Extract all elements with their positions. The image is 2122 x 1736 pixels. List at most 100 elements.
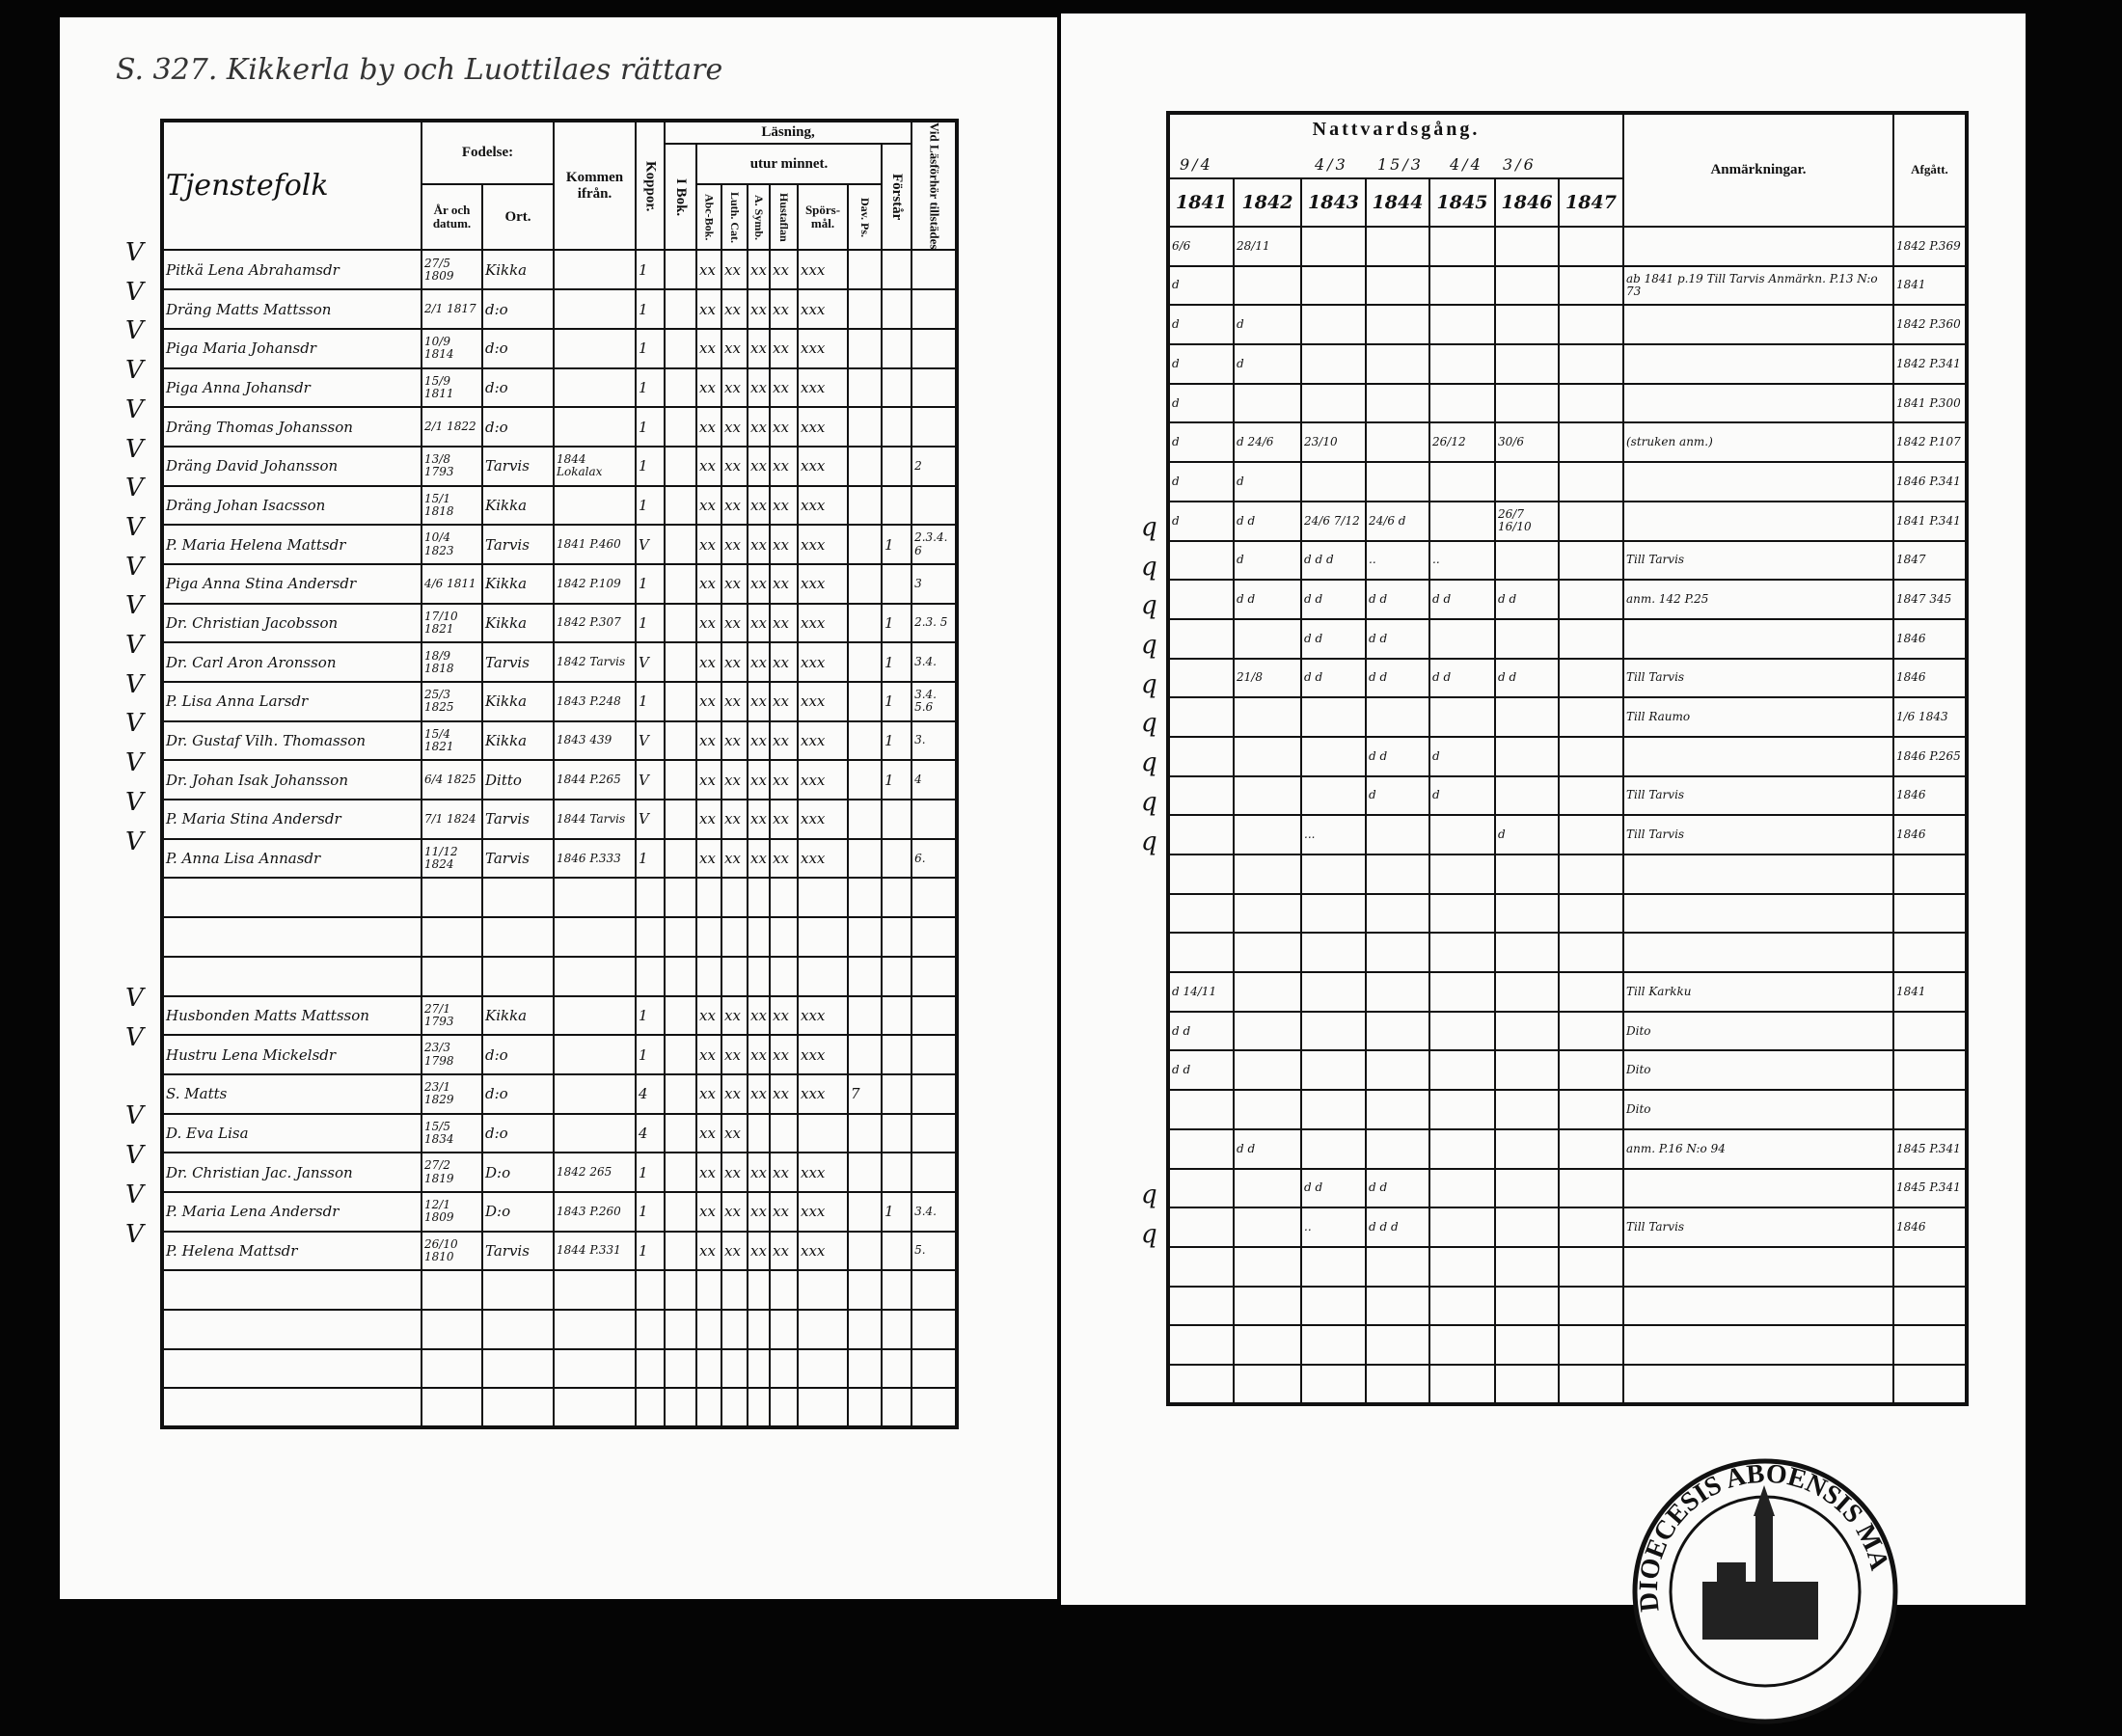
birth-date: 25/3 1825 [421, 681, 483, 722]
sporsmal-mark: xxx [797, 524, 850, 565]
koppor: 1 [635, 366, 667, 409]
lasforhor [911, 1309, 959, 1350]
year-1841: 1841 [1167, 177, 1235, 228]
lasforhor [911, 955, 959, 997]
communion-entry [1558, 343, 1624, 385]
koppor [635, 955, 667, 997]
reading-mark: xx [695, 249, 723, 291]
forstar [881, 837, 913, 880]
birth-date: 15/5 1834 [421, 1112, 483, 1154]
i-bok [664, 837, 698, 880]
communion-entry [1494, 1207, 1560, 1248]
forstar: 1 [881, 641, 913, 684]
reading-mark [769, 1269, 800, 1312]
koppor: 1 [635, 327, 667, 369]
i-bok [664, 1230, 698, 1272]
check-mark: V [125, 356, 144, 386]
nattvardsgang-title: Nattvardsgång. [1312, 119, 1481, 140]
forstar [881, 1034, 913, 1075]
communion-entry [1494, 1324, 1560, 1366]
communion-entry: 23/10 [1300, 421, 1367, 464]
dav-ps [847, 916, 884, 958]
lasforhor [911, 406, 959, 448]
check-mark: V [125, 984, 144, 1014]
communion-entry: d d [1428, 579, 1496, 620]
birth-date: 23/1 1829 [421, 1072, 483, 1115]
communion-entry [1558, 421, 1624, 464]
communion-entry [1558, 461, 1624, 502]
person-name: Dr. Carl Aron Aronsson [161, 641, 422, 684]
communion-entry [1428, 892, 1496, 935]
birth-place [480, 1347, 556, 1390]
communion-entry: d d [1167, 1010, 1235, 1052]
communion-entry [1494, 971, 1560, 1013]
i-bok [664, 681, 698, 722]
reading-mark: xx [769, 327, 800, 369]
reading-mark: xx [769, 406, 800, 448]
communion-entry [1233, 382, 1302, 424]
reading-mark: xx [721, 327, 749, 369]
sporsmal-mark: xxx [797, 602, 850, 644]
i-bok [664, 994, 698, 1037]
came-from [553, 1347, 638, 1390]
afgatt: 1845 P.341 [1892, 1167, 1968, 1209]
communion-entry [1558, 932, 1624, 974]
remark [1622, 461, 1894, 502]
person-name: P. Anna Lisa Annasdr [161, 837, 422, 880]
communion-entry [1233, 1363, 1302, 1405]
koppor: 1 [635, 249, 667, 291]
reading-mark: xx [747, 641, 772, 684]
remark: Till Tarvis [1622, 1207, 1894, 1248]
communion-entry [1428, 1127, 1496, 1170]
reading-mark: xx [747, 799, 772, 840]
communion-entry [1233, 1245, 1302, 1288]
remark [1622, 382, 1894, 424]
communion-entry [1300, 971, 1367, 1013]
register-row-right: d d 1842 P.360 [1167, 304, 1968, 346]
dav-ps [847, 1269, 884, 1312]
forstar [881, 327, 913, 369]
remark [1622, 304, 1894, 346]
sporsmal-mark: xxx [797, 1072, 850, 1115]
reading-mark: xx [695, 1034, 723, 1075]
communion-entry [1233, 1010, 1302, 1052]
communion-entry: d [1428, 774, 1496, 817]
i-bok [664, 1152, 698, 1193]
margin-q-mark: q [1141, 1219, 1157, 1249]
register-row-right: ... d Till Tarvis 1846 [1167, 814, 1968, 855]
came-from: 1844 Lokalax [553, 445, 638, 487]
communion-entry [1167, 1127, 1235, 1170]
communion-entry [1233, 1324, 1302, 1366]
birth-date: 18/9 1818 [421, 641, 483, 684]
communion-entry [1365, 421, 1430, 464]
reading-mark: xx [769, 484, 800, 527]
remark: Till Raumo [1622, 696, 1894, 738]
person-name [161, 1309, 422, 1350]
reading-mark [695, 1347, 723, 1390]
communion-entry: .. [1365, 539, 1430, 582]
reading-mark: xx [721, 1152, 749, 1193]
person-name: D. Eva Lisa [161, 1112, 422, 1154]
forstar [881, 877, 913, 919]
koppor: 1 [635, 484, 667, 527]
communion-entry [1428, 696, 1496, 738]
birth-date: 15/9 1811 [421, 366, 483, 409]
register-row-right: 6/6 28/11 1842 P.369 [1167, 226, 1968, 267]
communion-entry: d [1167, 304, 1235, 346]
communion-entry [1494, 1089, 1560, 1130]
birth-place: Tarvis [480, 524, 556, 565]
communion-entry: d d [1300, 657, 1367, 699]
check-mark: V [125, 277, 144, 307]
forstar [881, 366, 913, 409]
remark [1622, 1167, 1894, 1209]
afgatt [1892, 1363, 1968, 1405]
reading-mark: xx [769, 837, 800, 880]
sporsmal-mark: xxx [797, 484, 850, 527]
came-from: 1843 439 [553, 719, 638, 762]
came-from: 1844 P.265 [553, 759, 638, 801]
i-bok [664, 799, 698, 840]
dav-ps [847, 602, 884, 644]
communion-entry: 24/6 7/12 [1300, 500, 1367, 542]
remark: Dito [1622, 1089, 1894, 1130]
